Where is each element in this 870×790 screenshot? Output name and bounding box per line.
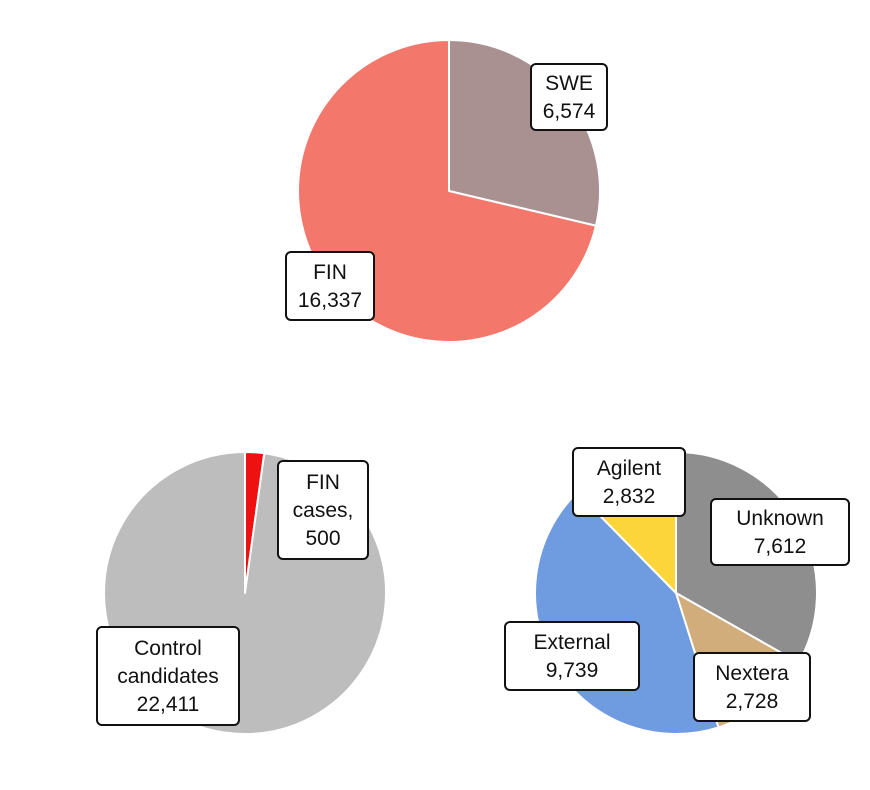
data-label-box — [530, 63, 608, 131]
data-label-text: Unknown — [736, 507, 824, 530]
data-label-box — [285, 251, 375, 321]
data-label-swe: SWE 6,574 — [530, 63, 608, 131]
data-label-box — [277, 460, 369, 560]
data-label-unknown: Unknown 7,612 — [710, 498, 850, 566]
data-label-agilent: Agilent 2,832 — [572, 447, 686, 517]
data-label-nextera: Nextera 2,728 — [693, 652, 811, 722]
data-label-text: 6,574 — [543, 100, 596, 123]
data-label-text: 7,612 — [754, 535, 807, 558]
pie-chart-country: SWE 6,574 FIN 16,337 — [285, 39, 608, 343]
data-label-control-candidates: Control candidates 22,411 — [96, 626, 240, 726]
data-label-box — [504, 621, 640, 691]
data-label-text: 9,739 — [546, 659, 599, 682]
data-label-box — [572, 447, 686, 517]
data-label-box — [96, 626, 240, 726]
data-label-text: Agilent — [597, 457, 661, 480]
data-label-text: cases, — [293, 499, 354, 522]
data-label-fin: FIN 16,337 — [285, 251, 375, 321]
data-label-text: FIN — [313, 261, 347, 284]
data-label-text: SWE — [545, 72, 593, 95]
data-label-box — [693, 652, 811, 722]
data-label-fin-cases: FIN cases, 500 — [277, 460, 369, 560]
data-label-text: Nextera — [715, 662, 789, 685]
data-label-text: 2,728 — [726, 690, 779, 713]
data-label-text: candidates — [117, 665, 219, 688]
data-label-external: External 9,739 — [504, 621, 640, 691]
data-label-text: 16,337 — [298, 289, 362, 312]
data-label-text: Control — [134, 637, 202, 660]
pie-chart-platform: Unknown 7,612 Nextera 2,728 External 9,739 Agi… — [504, 447, 850, 735]
data-label-text: 500 — [305, 527, 340, 550]
data-label-text: FIN — [306, 471, 340, 494]
pie-chart-cases-controls: FIN cases, 500 Control candidates 22,411 — [96, 450, 387, 735]
data-label-text: 2,832 — [603, 485, 656, 508]
data-label-text: 22,411 — [137, 693, 200, 716]
data-label-text: External — [533, 631, 610, 654]
data-label-box — [710, 498, 850, 566]
